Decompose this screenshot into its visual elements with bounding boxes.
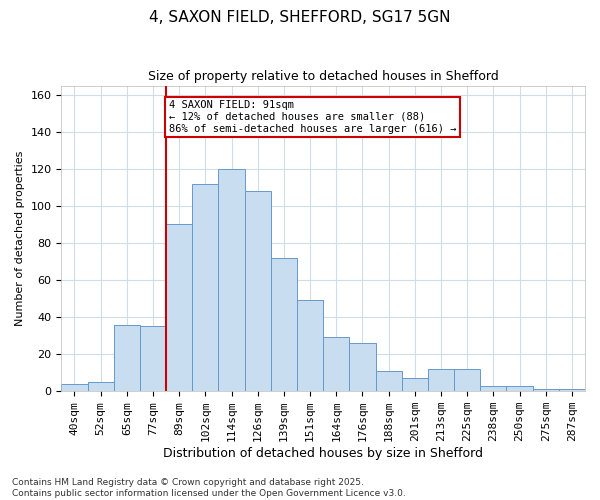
Bar: [61, 384, 88, 391]
Bar: [480, 386, 506, 391]
Text: Contains HM Land Registry data © Crown copyright and database right 2025.
Contai: Contains HM Land Registry data © Crown c…: [12, 478, 406, 498]
Text: 4 SAXON FIELD: 91sqm
← 12% of detached houses are smaller (88)
86% of semi-detac: 4 SAXON FIELD: 91sqm ← 12% of detached h…: [169, 100, 456, 134]
Bar: [506, 386, 533, 391]
X-axis label: Distribution of detached houses by size in Shefford: Distribution of detached houses by size …: [163, 447, 483, 460]
Bar: [271, 258, 297, 391]
Bar: [402, 378, 428, 391]
Bar: [454, 369, 480, 391]
Bar: [140, 326, 166, 391]
Bar: [114, 324, 140, 391]
Bar: [559, 390, 585, 391]
Bar: [193, 184, 218, 391]
Bar: [349, 343, 376, 391]
Bar: [323, 338, 349, 391]
Title: Size of property relative to detached houses in Shefford: Size of property relative to detached ho…: [148, 70, 499, 83]
Bar: [88, 382, 114, 391]
Bar: [297, 300, 323, 391]
Bar: [245, 191, 271, 391]
Bar: [376, 371, 402, 391]
Text: 4, SAXON FIELD, SHEFFORD, SG17 5GN: 4, SAXON FIELD, SHEFFORD, SG17 5GN: [149, 10, 451, 25]
Y-axis label: Number of detached properties: Number of detached properties: [15, 150, 25, 326]
Bar: [166, 224, 193, 391]
Bar: [218, 169, 245, 391]
Bar: [428, 369, 454, 391]
Bar: [533, 390, 559, 391]
